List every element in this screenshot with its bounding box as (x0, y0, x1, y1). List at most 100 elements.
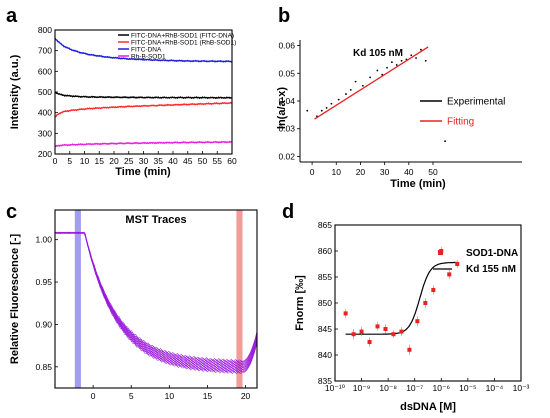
panel-label-b: b (278, 5, 290, 27)
y-tick-label-d-4: 855 (318, 272, 332, 282)
panel-c: c 0 5 10 15 20 0.85 0.90 0.95 1.00 MST Traces Re… (6, 201, 258, 401)
y-tick-label-a-3: 500 (38, 87, 52, 97)
y-tick-label-d-3: 850 (318, 298, 332, 308)
x-tick-label-c-3: 15 (203, 391, 213, 401)
panel-label-a: a (6, 5, 18, 27)
data-point-d-11 (431, 288, 436, 292)
fit-curve-d (345, 261, 458, 335)
data-point-d-1 (351, 332, 356, 337)
x-tick-label-b-0: 0 (310, 167, 315, 177)
x-axis-label-d: dsDNA [M] (400, 401, 456, 413)
data-point-d-0 (343, 311, 348, 316)
chart-title-c: MST Traces (125, 214, 186, 226)
y-tick-label-a-2: 400 (38, 108, 52, 118)
plot-d: 10⁻¹⁰ 10⁻⁹ 10⁻⁸ 10⁻⁷ 10⁻⁶ 10⁻⁵ 10⁻⁴ 10⁻³ 835 840 8… (318, 220, 530, 393)
panel-label-d: d (282, 201, 294, 223)
y-tick-label-d-6: 865 (318, 220, 332, 230)
series-line-a-2 (54, 37, 233, 63)
mst-trace-15 (54, 231, 258, 363)
data-point-b-16 (400, 59, 403, 62)
x-axis-label-b: Time (min) (390, 178, 446, 190)
x-tick-label-d-7: 10⁻³ (513, 383, 530, 393)
data-point-b-8 (354, 80, 357, 83)
data-point-b-3 (325, 107, 328, 109)
panel-a: a 0 5 10 15 20 25 30 35 40 45 50 55 60 200 300 400 500 60… (6, 5, 237, 178)
y-axis-label-c: Relative Fluorescence [-] (9, 234, 21, 365)
x-tick-label-d-1: 10⁻⁹ (353, 383, 371, 393)
data-point-b-15 (395, 64, 398, 66)
data-point-d-10 (423, 301, 428, 305)
x-tick-label-c-0: 0 (91, 391, 96, 401)
x-tick-label-a-2: 10 (80, 156, 90, 166)
mst-trace-14 (54, 231, 258, 364)
data-point-b-22 (444, 140, 446, 143)
x-tick-label-a-0: 0 (53, 156, 58, 166)
x-tick-label-d-4: 10⁻⁶ (433, 383, 450, 393)
y-tick-label-c-0: 0.85 (35, 362, 52, 372)
legend-label-a-1: FITC-DNA+RhB-SOD1 (RhB-SOD1) (131, 40, 236, 47)
y-tick-label-b-2: 0.04 (278, 96, 295, 106)
y-tick-label-b-3: 0.05 (278, 68, 295, 78)
series-line-a-3 (54, 140, 233, 148)
data-point-b-2 (320, 109, 323, 112)
y-tick-label-c-3: 1.00 (35, 235, 52, 245)
y-tick-label-d-1: 840 (318, 350, 332, 360)
y-tick-label-d-5: 860 (318, 246, 332, 256)
data-point-b-20 (419, 48, 422, 51)
x-tick-label-b-3: 30 (380, 167, 390, 177)
data-point-b-11 (376, 69, 379, 72)
mst-trace-9 (54, 231, 258, 368)
mst-trace-12 (54, 231, 258, 365)
y-tick-label-b-4: 0.06 (278, 41, 295, 51)
legend-label-d-1: Kd 155 nM (466, 264, 516, 275)
x-tick-label-c-1: 5 (129, 391, 134, 401)
x-axis-label-a: Time (min) (115, 166, 171, 178)
panel-label-c: c (6, 201, 17, 223)
data-point-d-3 (367, 340, 372, 344)
mst-trace-7 (54, 232, 258, 369)
y-tick-label-b-1: 0.03 (278, 124, 295, 134)
x-tick-label-c-4: 20 (241, 391, 251, 401)
plot-frame-d (334, 224, 522, 382)
x-tick-label-d-6: 10⁻⁴ (486, 383, 504, 393)
x-tick-label-b-1: 10 (332, 167, 342, 177)
y-tick-label-c-2: 0.95 (35, 277, 52, 287)
y-axis-label-d: Fnorm [‰] (294, 275, 306, 331)
plot-c: 0 5 10 15 20 0.85 0.90 0.95 1.00 (35, 210, 258, 401)
series-line-a-0 (54, 91, 233, 100)
y-tick-label-b-0: 0.02 (278, 151, 295, 161)
y-axis-label-b: ln(a/a-x) (276, 87, 288, 130)
data-point-b-0 (306, 109, 309, 112)
data-point-b-5 (337, 98, 340, 101)
y-tick-label-a-1: 300 (38, 128, 52, 138)
data-point-b-19 (415, 57, 417, 59)
mst-trace-10 (54, 232, 258, 367)
data-point-d-7 (399, 329, 404, 334)
x-tick-label-d-3: 10⁻⁷ (406, 383, 423, 393)
x-tick-label-a-5: 25 (124, 156, 134, 166)
y-tick-label-d-2: 845 (318, 324, 332, 334)
data-point-d-13 (447, 272, 452, 277)
y-axis-label-a: Intensity (a.u.) (9, 54, 21, 129)
y-tick-label-a-0: 200 (38, 149, 52, 159)
legend-label-a-2: FITC-DNA (131, 47, 162, 54)
legend-label-b-1: Fitting (447, 117, 474, 128)
x-tick-label-a-9: 45 (183, 156, 193, 166)
y-tick-label-d-0: 835 (318, 376, 332, 386)
x-tick-label-a-12: 60 (227, 156, 237, 166)
mst-trace-0 (55, 231, 258, 375)
plot-frame-a (54, 29, 233, 155)
fit-line-b (314, 46, 429, 120)
x-tick-label-d-5: 10⁻⁵ (459, 383, 476, 393)
mst-trace-11 (54, 231, 258, 366)
legend-label-d-0: SOD1-DNA (466, 248, 518, 259)
legend-b: Experimental Fitting (420, 97, 505, 128)
data-point-b-14 (390, 61, 393, 64)
plot-b: 0 10 20 30 40 50 0.02 0.03 0.04 0.05 0.06 (278, 40, 522, 177)
x-tick-label-a-8: 40 (168, 156, 178, 166)
panel-b: b 0 10 20 30 40 50 0.02 0.03 0.04 0.05 0.06 Kd 105… (276, 5, 522, 190)
y-tick-label-c-1: 0.90 (35, 319, 52, 329)
cold-region (74, 210, 81, 388)
data-point-d-8 (407, 347, 412, 352)
